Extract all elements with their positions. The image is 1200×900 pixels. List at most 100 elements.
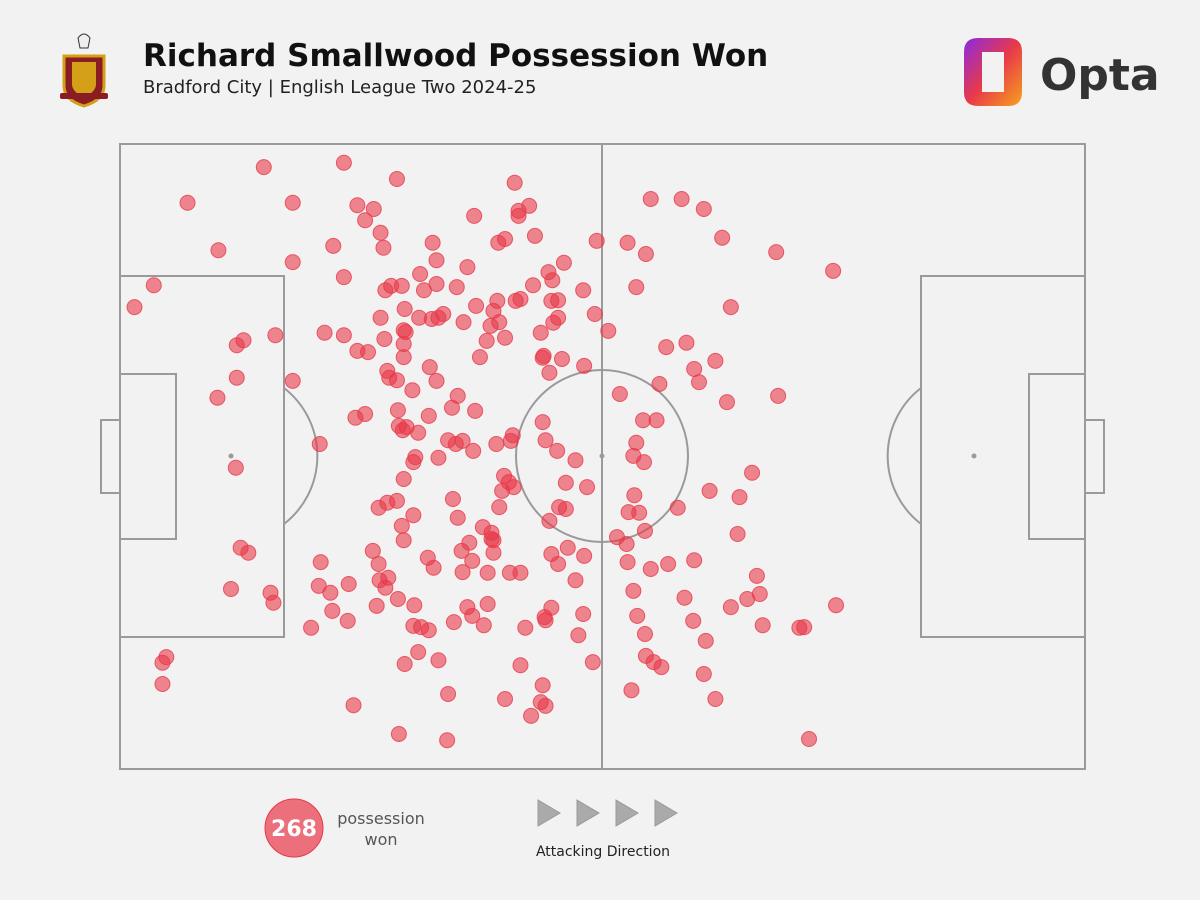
point [395, 471, 412, 487]
point [349, 197, 366, 214]
point [390, 726, 407, 742]
point [425, 559, 442, 576]
point [537, 432, 554, 449]
point [430, 652, 447, 669]
point [691, 374, 707, 391]
point [228, 369, 245, 386]
point [405, 454, 422, 471]
point [209, 389, 226, 406]
point [534, 414, 551, 431]
point [653, 659, 670, 676]
point [357, 212, 374, 229]
point [718, 394, 735, 411]
count-label: possession won [337, 809, 425, 849]
point [444, 491, 461, 507]
point [584, 654, 601, 671]
point [395, 322, 412, 339]
point [411, 309, 428, 326]
point [637, 246, 654, 262]
point [335, 154, 352, 171]
point [575, 282, 592, 299]
point [642, 561, 659, 577]
point [440, 686, 457, 702]
point [335, 269, 352, 286]
point [541, 512, 558, 529]
point [678, 334, 695, 351]
point [642, 191, 659, 207]
point [388, 171, 405, 187]
point [396, 301, 413, 317]
point [412, 266, 429, 282]
point [557, 474, 574, 491]
point [494, 482, 511, 499]
point [697, 632, 714, 649]
point [537, 697, 554, 714]
point [284, 254, 301, 271]
point [534, 349, 551, 366]
point [588, 232, 605, 249]
count: 268 [271, 817, 317, 842]
point [324, 602, 341, 619]
point [619, 234, 636, 251]
point [439, 732, 456, 749]
point [796, 619, 813, 636]
point [658, 339, 675, 356]
point [210, 242, 227, 259]
point [701, 482, 718, 499]
point [467, 402, 484, 419]
brand-logo [964, 38, 1022, 106]
point [471, 349, 488, 366]
point [618, 536, 635, 552]
point [145, 277, 162, 294]
point [240, 544, 257, 561]
point [365, 201, 382, 217]
point [490, 234, 507, 251]
point [447, 436, 464, 452]
point [424, 234, 441, 251]
point [626, 487, 643, 504]
point [406, 597, 423, 614]
point [325, 237, 342, 254]
point [575, 606, 592, 622]
point [521, 197, 538, 214]
point [393, 277, 410, 294]
point [179, 194, 196, 211]
point [623, 682, 640, 699]
point [731, 489, 748, 506]
point [455, 314, 472, 331]
point [404, 382, 421, 399]
point [445, 614, 462, 631]
point [635, 454, 652, 471]
point [393, 517, 410, 534]
point [388, 492, 405, 509]
point [526, 227, 543, 244]
point [676, 589, 693, 606]
point [335, 327, 352, 344]
point [464, 607, 481, 624]
point [625, 582, 642, 599]
point [744, 464, 761, 481]
point [420, 407, 437, 424]
point [497, 329, 514, 346]
point [410, 424, 427, 441]
point [611, 386, 628, 402]
point [464, 552, 481, 569]
point [567, 452, 584, 469]
point [673, 191, 690, 207]
point [466, 207, 483, 224]
point [368, 597, 385, 614]
point [395, 532, 412, 549]
point [284, 194, 301, 211]
point [449, 509, 466, 526]
point [714, 229, 731, 246]
subtitle: Bradford City | English League Two 2024-… [143, 77, 536, 98]
point [454, 564, 471, 581]
point [364, 542, 381, 559]
point [265, 594, 282, 611]
point [428, 276, 445, 292]
point [748, 567, 765, 584]
point [506, 174, 523, 191]
point [576, 547, 593, 564]
point [448, 279, 465, 296]
point [370, 556, 387, 572]
